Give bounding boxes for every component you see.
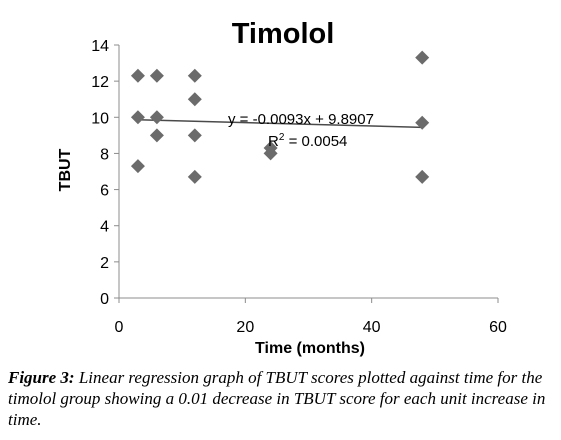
y-tick-label: 6 [100,183,109,200]
scatter-chart: 0 2 4 6 8 10 12 14 0 20 40 60 Timolol y = -0.0093x … [57,18,507,357]
tick-labels: 0 2 4 6 8 10 12 14 0 20 40 60 [91,38,507,336]
x-tick-label: 60 [489,319,507,336]
data-point [415,50,430,65]
chart-title: Timolol [232,18,335,50]
data-point [263,146,278,161]
x-axis-label: Time (months) [255,340,365,357]
data-point [149,128,164,143]
r-squared-label: R2 = 0.0054 [268,132,347,150]
data-point [415,169,430,184]
data-point [187,92,202,107]
data-point [187,68,202,83]
y-tick-label: 10 [91,110,109,127]
data-point [149,68,164,83]
data-point [415,115,430,130]
axes [114,44,499,303]
x-tick-label: 0 [115,319,124,336]
data-point [187,128,202,143]
data-points [130,50,430,184]
data-point [187,169,202,184]
x-tick-label: 40 [363,319,381,336]
y-tick-label: 12 [91,74,109,91]
data-point [130,110,145,125]
x-tick-label: 20 [236,319,254,336]
figure-caption: Figure 3: Linear regression graph of TBU… [8,367,556,430]
data-point [130,68,145,83]
data-point [149,110,164,125]
caption-label: Figure 3: [8,368,75,387]
trendline [137,119,423,129]
y-tick-label: 0 [100,291,109,308]
caption-text: Linear regression graph of TBUT scores p… [8,368,546,429]
y-tick-label: 2 [100,255,109,272]
y-axis-label: TBUT [57,148,74,191]
regression-equation: y = -0.0093x + 9.8907 [228,111,374,128]
data-point [130,159,145,174]
y-tick-label: 8 [100,146,109,163]
y-tick-label: 4 [100,219,109,236]
y-tick-label: 14 [91,38,109,55]
